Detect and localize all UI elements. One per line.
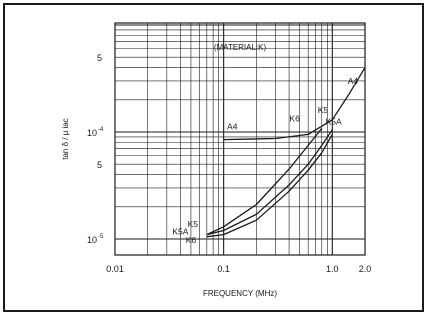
- curve-label: A4: [348, 76, 359, 86]
- plot-area: [114, 22, 366, 256]
- curve-label: K5A: [172, 227, 188, 237]
- curve-label: K5A: [326, 116, 342, 126]
- chart-frame: [3, 3, 424, 312]
- chart-title: (MATERIAL:K): [214, 43, 267, 52]
- curve-label: A4: [227, 122, 238, 132]
- y-tick-label: 10: [87, 128, 97, 138]
- curve-label: K5: [318, 105, 329, 115]
- y-tick-exponent: -4: [98, 127, 104, 133]
- y-tick-exponent: -5: [98, 234, 104, 240]
- x-tick-label: 0.1: [217, 264, 230, 274]
- series-line-k6: [206, 127, 323, 236]
- y-tick-label: 5: [97, 160, 102, 170]
- x-axis-label: FREQUENCY (MHz): [203, 289, 277, 298]
- y-axis-label: tan δ / μ iac: [61, 118, 70, 160]
- curve-label: K6: [289, 114, 300, 124]
- series-line-k5a: [206, 134, 333, 238]
- y-tick-label: 10: [87, 235, 97, 245]
- x-tick-label: 0.01: [106, 264, 124, 274]
- x-tick-label: 1.0: [326, 264, 339, 274]
- series-line-a4: [223, 67, 366, 141]
- series-line-k5: [206, 129, 333, 236]
- y-tick-label: 5: [97, 53, 102, 63]
- curve-label: K6: [186, 235, 197, 245]
- x-tick-label: 2.0: [359, 264, 372, 274]
- curve-label: K5: [188, 219, 199, 229]
